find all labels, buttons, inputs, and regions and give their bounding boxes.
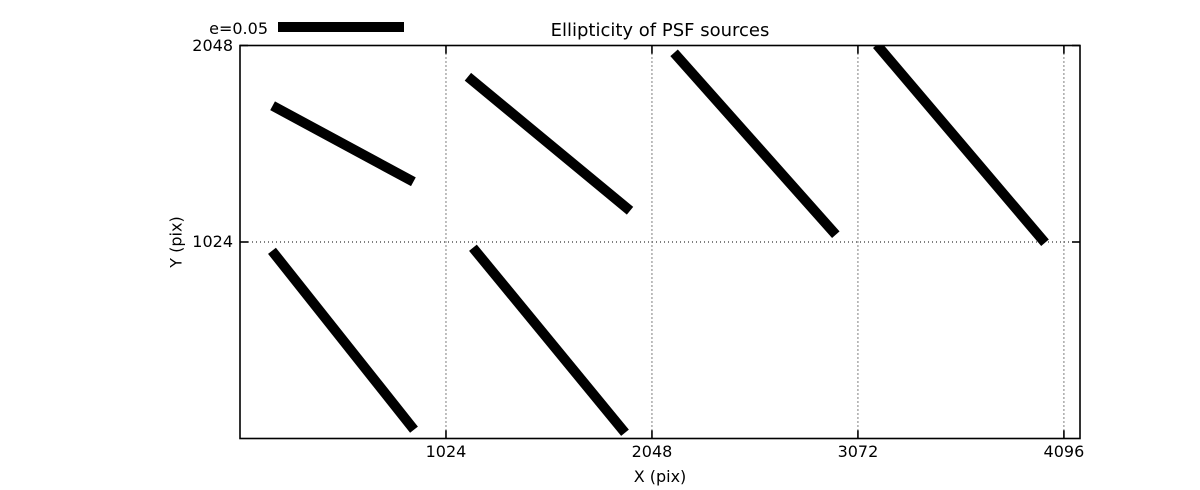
x-tick-label: 1024 [425,442,467,461]
y-tick-label: 2048 [192,35,233,55]
whisker-segment [469,244,629,436]
legend-scale-bar [278,22,404,32]
x-axis-label: X (pix) [633,467,687,486]
legend-label: e=0.05 [209,19,268,38]
y-axis-label: Y (pix) [166,216,186,268]
whisker-segment [268,247,418,433]
whisker-group [268,45,1049,436]
whisker-segment [270,101,416,187]
whisker-segment [670,49,840,239]
x-tick-label: 3072 [837,442,879,461]
whisker-segment [873,45,1049,247]
plot-title: Ellipticity of PSF sources [550,20,770,41]
whisker-segment [464,72,634,215]
y-tick-label: 1024 [192,232,233,251]
x-tick-label: 2048 [631,442,673,461]
x-tick-label: 4096 [1043,442,1085,461]
